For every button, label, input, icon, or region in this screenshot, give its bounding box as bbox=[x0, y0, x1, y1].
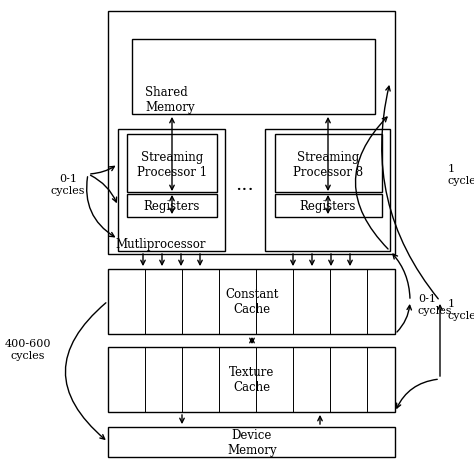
Text: Shared
Memory: Shared Memory bbox=[145, 86, 195, 114]
Text: 0-1
cycles: 0-1 cycles bbox=[51, 174, 85, 195]
Text: Registers: Registers bbox=[144, 200, 200, 213]
Text: ...: ... bbox=[236, 175, 255, 194]
Bar bbox=[108, 12, 395, 255]
Text: Registers: Registers bbox=[300, 200, 356, 213]
Bar bbox=[108, 427, 395, 457]
Bar bbox=[265, 130, 390, 251]
Bar bbox=[108, 269, 395, 334]
Text: 1
cycle: 1 cycle bbox=[448, 299, 474, 320]
Bar bbox=[108, 347, 395, 412]
Text: 0-1
cycles: 0-1 cycles bbox=[418, 294, 453, 315]
Text: Constant
Cache: Constant Cache bbox=[225, 288, 279, 315]
Text: 1
cycle: 1 cycle bbox=[448, 164, 474, 185]
Bar bbox=[275, 194, 382, 218]
Text: Texture
Cache: Texture Cache bbox=[229, 365, 275, 393]
Bar bbox=[132, 40, 375, 115]
Text: Device
Memory: Device Memory bbox=[227, 428, 277, 456]
Text: Mutliprocessor: Mutliprocessor bbox=[115, 238, 206, 251]
Bar bbox=[127, 135, 217, 193]
Text: Streaming
Processor 1: Streaming Processor 1 bbox=[137, 150, 207, 179]
Bar bbox=[127, 194, 217, 218]
Text: Streaming
Processor 8: Streaming Processor 8 bbox=[293, 150, 363, 179]
Bar bbox=[118, 130, 225, 251]
Bar bbox=[275, 135, 382, 193]
Text: 400-600
cycles: 400-600 cycles bbox=[5, 338, 51, 360]
